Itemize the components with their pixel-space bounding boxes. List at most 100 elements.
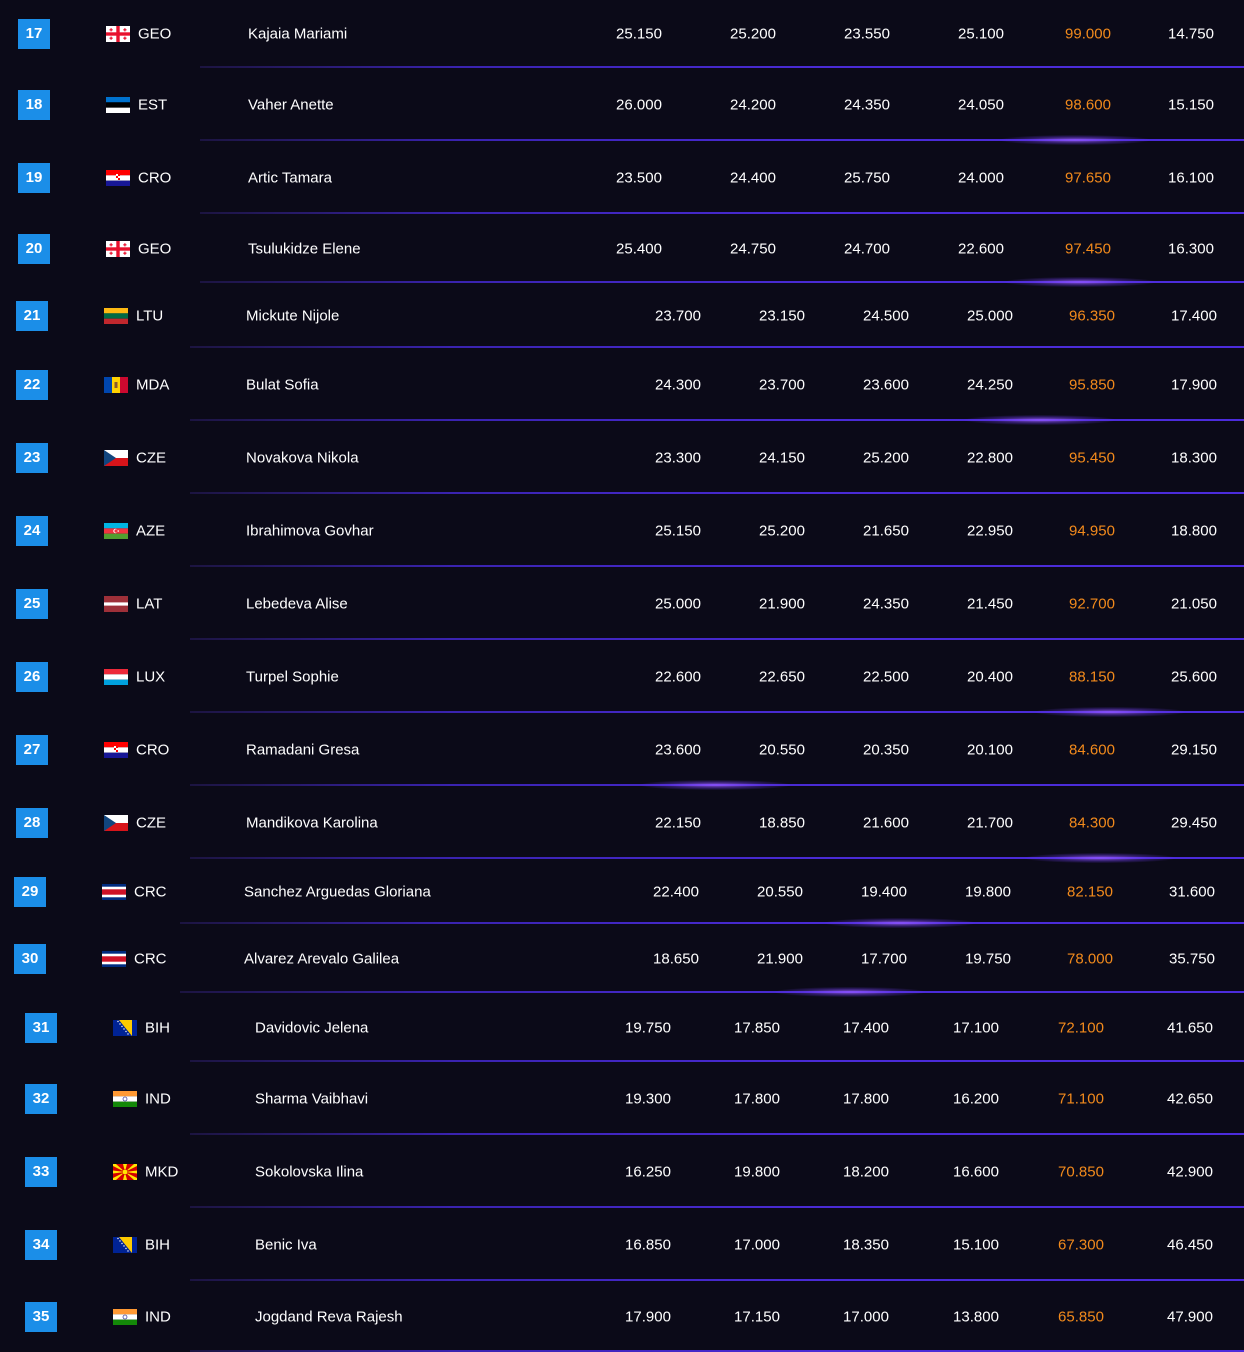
row-divider: [200, 281, 1244, 283]
total-score: 97.450: [1065, 240, 1111, 257]
row-divider: [190, 638, 1244, 640]
table-row[interactable]: 23 CZE Novakova Nikola 23.300 24.150 25.200 22…: [0, 421, 1244, 494]
divider-glow: [965, 415, 1115, 425]
bih-flag-icon: [113, 1019, 137, 1036]
total-score: 78.000: [1067, 950, 1113, 967]
row-divider: [200, 66, 1244, 68]
table-row[interactable]: 19 CRO Artic Tamara 23.500 24.400 25.750 24.0…: [0, 141, 1244, 214]
table-row[interactable]: 32 IND Sharma Vaibhavi 19.300 17.800 17.800 16…: [0, 1062, 1244, 1135]
athlete-name[interactable]: Benic Iva: [255, 1236, 317, 1253]
apparatus-score-1: 25.150: [655, 522, 701, 539]
table-row[interactable]: 24 AZE Ibrahimova Govhar 25.150 25.200 21.65…: [0, 494, 1244, 567]
apparatus-score-1: 22.400: [653, 883, 699, 900]
apparatus-score-3: 25.750: [844, 169, 890, 186]
table-row[interactable]: 26 LUX Turpel Sophie 22.600 22.650 22.500 20.4…: [0, 640, 1244, 717]
athlete-name[interactable]: Mickute Nijole: [246, 307, 340, 324]
divider-glow: [775, 987, 925, 997]
athlete-name[interactable]: Turpel Sophie: [246, 668, 339, 685]
table-row[interactable]: 34 BIH Benic Iva 16.850 17.000 18.350 15.100 6…: [0, 1208, 1244, 1281]
table-row[interactable]: 31 BIH Davidovic Jelena 19.750 17.850 17.400…: [0, 993, 1244, 1062]
apparatus-score-3: 23.550: [844, 25, 890, 43]
athlete-name[interactable]: Davidovic Jelena: [255, 1019, 369, 1036]
athlete-name[interactable]: Sharma Vaibhavi: [255, 1090, 369, 1107]
apparatus-score-1: 17.900: [625, 1308, 671, 1325]
apparatus-score-1: 23.300: [655, 449, 701, 466]
apparatus-score-1: 18.650: [653, 950, 699, 967]
row-divider: [190, 1279, 1244, 1281]
table-row[interactable]: 20 GEO Tsulukidze Elene 25.400 24.750 24.700…: [0, 214, 1244, 287]
athlete-name[interactable]: Vaher Anette: [248, 96, 334, 113]
table-row[interactable]: 18 EST Vaher Anette 26.000 24.200 24.350 24.05…: [0, 68, 1244, 145]
rank-badge: 22: [16, 369, 48, 400]
apparatus-score-3: 19.400: [861, 883, 907, 900]
table-row[interactable]: 25 LAT Lebedeva Alise 25.000 21.900 24.350 21.…: [0, 567, 1244, 640]
total-score: 99.000: [1065, 25, 1111, 43]
rank-badge: 29: [14, 876, 46, 907]
athlete-name[interactable]: Alvarez Arevalo Galilea: [244, 950, 400, 967]
country-code: CZE: [136, 814, 166, 831]
ind-flag-icon: [113, 1090, 137, 1107]
athlete-name[interactable]: Sanchez Arguedas Gloriana: [244, 883, 431, 900]
gap-to-leader: 17.900: [1171, 376, 1217, 393]
athlete-name[interactable]: Kajaia Mariami: [248, 25, 348, 43]
crc-flag-icon: [102, 883, 126, 900]
table-row[interactable]: 30 CRC Alvarez Arevalo Galilea 18.650 21.900…: [0, 924, 1244, 997]
row-divider: [190, 1060, 1244, 1062]
table-row[interactable]: 21 LTU Mickute Nijole 23.700 23.150 24.500 25.…: [0, 283, 1244, 348]
table-row[interactable]: 28 CZE Mandikova Karolina 22.150 18.850 21.60…: [0, 786, 1244, 863]
gap-to-leader: 31.600: [1169, 883, 1215, 900]
rank-badge: 27: [16, 734, 48, 765]
apparatus-score-1: 25.150: [616, 25, 662, 43]
apparatus-score-4: 24.000: [958, 169, 1004, 186]
lux-flag-icon: [104, 668, 128, 685]
aze-flag-icon: [104, 522, 128, 539]
rank-badge: 20: [18, 233, 50, 264]
gap-to-leader: 15.150: [1168, 96, 1214, 113]
athlete-name[interactable]: Ibrahimova Govhar: [246, 522, 374, 539]
apparatus-score-2: 18.850: [759, 814, 805, 831]
athlete-name[interactable]: Tsulukidze Elene: [248, 240, 361, 257]
athlete-name[interactable]: Novakova Nikola: [246, 449, 359, 466]
athlete-name[interactable]: Mandikova Karolina: [246, 814, 378, 831]
country-code: CRO: [138, 169, 172, 186]
apparatus-score-4: 13.800: [953, 1308, 999, 1325]
athlete-name[interactable]: Artic Tamara: [248, 169, 332, 186]
apparatus-score-3: 17.700: [861, 950, 907, 967]
total-score: 95.850: [1069, 376, 1115, 393]
athlete-name[interactable]: Lebedeva Alise: [246, 595, 348, 612]
table-row[interactable]: 27 CRO Ramadani Gresa 23.600 20.550 20.350 20…: [0, 713, 1244, 790]
athlete-name[interactable]: Jogdand Reva Rajesh: [255, 1308, 403, 1325]
apparatus-score-2: 21.900: [759, 595, 805, 612]
apparatus-score-1: 23.600: [655, 741, 701, 758]
geo-flag-icon: [106, 26, 130, 42]
mkd-flag-icon: [113, 1163, 137, 1180]
athlete-name[interactable]: Sokolovska Ilina: [255, 1163, 364, 1180]
athlete-name[interactable]: Bulat Sofia: [246, 376, 319, 393]
athlete-name[interactable]: Ramadani Gresa: [246, 741, 360, 758]
table-row[interactable]: 33 MKD Sokolovska Ilina 16.250 19.800 18.200…: [0, 1135, 1244, 1208]
total-score: 84.300: [1069, 814, 1115, 831]
rank-badge: 32: [25, 1083, 57, 1114]
table-row[interactable]: 17 GEO Kajaia Mariami 25.150 25.200 23.550 25…: [0, 0, 1244, 68]
rank-badge: 28: [16, 807, 48, 838]
table-row[interactable]: 22 MDA Bulat Sofia 24.300 23.700 23.600 24.25…: [0, 348, 1244, 425]
gap-to-leader: 21.050: [1171, 595, 1217, 612]
cro-flag-icon: [106, 169, 130, 186]
table-row[interactable]: 35 IND Jogdand Reva Rajesh 17.900 17.150 17.0…: [0, 1281, 1244, 1352]
row-divider: [190, 1206, 1244, 1208]
table-row[interactable]: 29 CRC Sanchez Arguedas Gloriana 22.400 20.5…: [0, 859, 1244, 928]
apparatus-score-4: 21.700: [967, 814, 1013, 831]
apparatus-score-2: 17.150: [734, 1308, 780, 1325]
gap-to-leader: 29.450: [1171, 814, 1217, 831]
apparatus-score-1: 19.300: [625, 1090, 671, 1107]
row-divider: [190, 565, 1244, 567]
mda-flag-icon: [104, 376, 128, 393]
apparatus-score-4: 17.100: [953, 1019, 999, 1036]
apparatus-score-1: 23.700: [655, 307, 701, 324]
apparatus-score-2: 20.550: [757, 883, 803, 900]
apparatus-score-3: 24.350: [863, 595, 909, 612]
apparatus-score-3: 22.500: [863, 668, 909, 685]
rank-badge: 34: [25, 1229, 57, 1260]
apparatus-score-3: 21.650: [863, 522, 909, 539]
